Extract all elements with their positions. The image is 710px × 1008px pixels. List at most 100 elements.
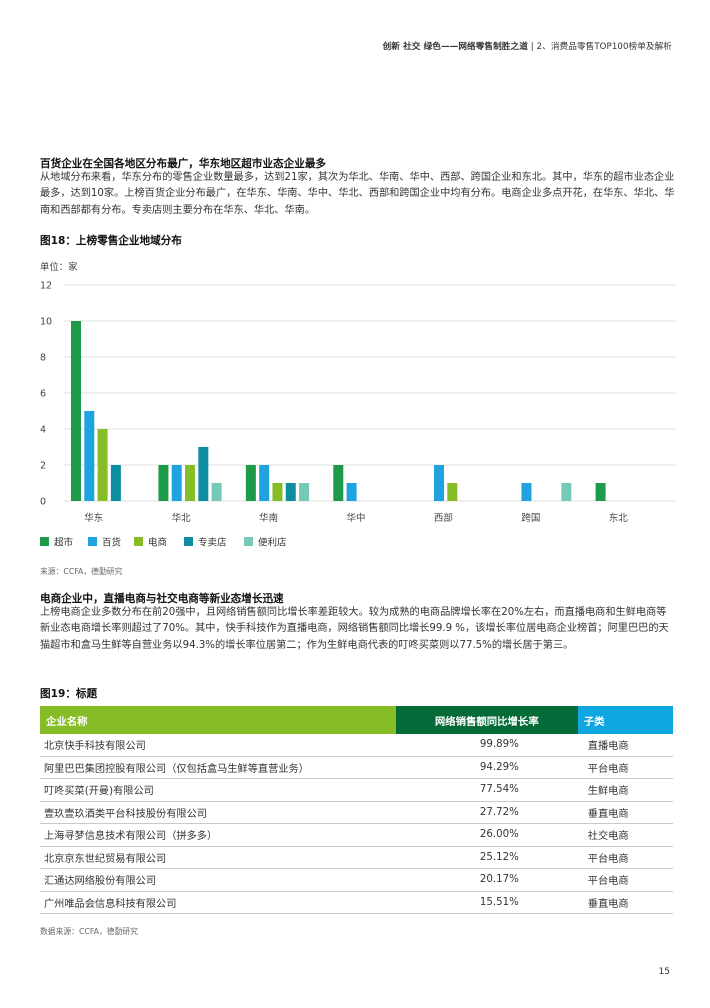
figure19-source: 数据来源：CCFA，德勤研究 [40, 927, 138, 936]
header-separator: | [530, 42, 534, 52]
bar-百货 [346, 483, 357, 501]
header-subtitle: 2、消费品零售TOP100榜单及解析 [536, 42, 672, 52]
chart-bars [71, 321, 606, 501]
section2-paragraph: 上榜电商企业多数分布在前20强中，且网络销售额同比增长率差距较大。较为成熟的电商… [40, 607, 669, 651]
chart-y-ticks: 0 2 4 6 8 10 12 [40, 281, 52, 508]
cell-growth: 25.12% [395, 846, 578, 869]
chart-legend: 超市 百货 电商 专卖店 便利店 [40, 537, 287, 549]
cell-growth: 27.72% [395, 801, 578, 824]
cell-company: 广州唯品会信息科技有限公司 [40, 891, 396, 914]
legend-label: 便利店 [258, 537, 287, 549]
cell-company: 叮咚买菜(开曼)有限公司 [40, 778, 396, 802]
y-tick-label: 0 [40, 497, 46, 508]
figure19-table: 企业名称 网络销售额同比增长率 子类 北京快手科技有限公司 99.89% 直播电商阿… [40, 706, 673, 914]
cell-company: 上海寻梦信息技术有限公司（拼多多） [40, 823, 396, 847]
figure18-title: 图18：上榜零售企业地域分布 [40, 235, 182, 247]
bar-百货 [434, 465, 445, 501]
legend-label: 专卖店 [198, 537, 227, 549]
y-tick-label: 8 [40, 353, 46, 364]
cell-subtype: 直播电商 [577, 734, 673, 757]
bar-百货 [171, 465, 182, 501]
running-header: 创新 社交 绿色——网络零售制胜之道 | 2、消费品零售TOP100榜单及解析 [383, 40, 672, 52]
table-row: 北京京东世纪贸易有限公司 25.12% 平台电商 [40, 846, 673, 869]
legend-label: 超市 [54, 537, 74, 549]
bar-便利店 [561, 483, 572, 501]
x-tick-label: 华南 [259, 512, 278, 524]
bar-便利店 [211, 483, 222, 501]
table-row: 阿里巴巴集团控股有限公司（仅包括盒马生鲜等直营业务） 94.29% 平台电商 [40, 756, 673, 779]
cell-growth: 15.51% [395, 891, 578, 914]
cell-growth: 99.89% [395, 734, 578, 757]
cell-company: 北京快手科技有限公司 [40, 734, 396, 757]
cell-company: 壹玖壹玖酒类平台科技股份有限公司 [40, 801, 396, 824]
table-row: 北京快手科技有限公司 99.89% 直播电商 [40, 734, 673, 757]
legend-label: 电商 [148, 537, 167, 549]
bar-百货 [259, 465, 270, 501]
col-header-subtype: 子类 [577, 706, 673, 734]
cell-company: 汇通达网络股份有限公司 [40, 868, 396, 892]
cell-growth: 77.54% [395, 778, 578, 802]
y-tick-label: 6 [40, 389, 46, 400]
legend-swatch [40, 537, 49, 546]
table-row: 上海寻梦信息技术有限公司（拼多多） 26.00% 社交电商 [40, 823, 673, 847]
y-tick-label: 10 [40, 317, 52, 328]
chart-gridlines [64, 284, 676, 502]
cell-growth: 94.29% [395, 756, 578, 779]
y-tick-label: 4 [40, 425, 46, 436]
table-header-row: 企业名称 网络销售额同比增长率 子类 [40, 706, 673, 734]
cell-company: 北京京东世纪贸易有限公司 [40, 846, 396, 869]
y-tick-label: 2 [40, 461, 46, 472]
bar-电商 [185, 465, 196, 501]
cell-company: 阿里巴巴集团控股有限公司（仅包括盒马生鲜等直营业务） [40, 756, 396, 779]
table-row: 叮咚买菜(开曼)有限公司 77.54% 生鲜电商 [40, 778, 673, 802]
cell-subtype: 垂直电商 [577, 891, 673, 914]
page-number: 15 [658, 967, 670, 977]
legend-swatch [134, 537, 143, 546]
bar-超市 [595, 483, 606, 501]
header-title: 创新 社交 绿色——网络零售制胜之道 [382, 42, 528, 52]
bar-超市 [333, 465, 344, 501]
cell-subtype: 垂直电商 [577, 801, 673, 824]
bar-百货 [521, 483, 532, 501]
x-tick-label: 华中 [346, 512, 365, 524]
legend-swatch [88, 537, 97, 546]
x-tick-label: 西部 [434, 512, 453, 524]
bar-百货 [84, 411, 95, 501]
cell-subtype: 生鲜电商 [577, 778, 673, 802]
chart-x-ticks: 华东 华北 华南 华中 西部 跨国 东北 [84, 512, 628, 524]
table-row: 汇通达网络股份有限公司 20.17% 平台电商 [40, 868, 673, 892]
legend-swatch [244, 537, 253, 546]
cell-subtype: 平台电商 [577, 846, 673, 869]
bar-专卖店 [285, 483, 296, 501]
col-header-company: 企业名称 [40, 706, 396, 734]
figure18-unit: 单位：家 [40, 262, 78, 273]
bar-电商 [272, 483, 283, 501]
bar-专卖店 [110, 465, 121, 501]
bar-电商 [447, 483, 458, 501]
bar-超市 [158, 465, 169, 501]
cell-subtype: 平台电商 [577, 868, 673, 892]
x-tick-label: 华东 [84, 512, 103, 524]
legend-swatch [184, 537, 193, 546]
cell-growth: 20.17% [395, 868, 578, 892]
x-tick-label: 跨国 [521, 513, 540, 524]
figure18-source: 来源：CCFA，德勤研究 [40, 567, 123, 576]
section1-paragraph: 从地域分布来看，华东分布的零售企业数量最多，达到21家，其次为华北、华南、华中、… [40, 172, 675, 216]
y-tick-label: 12 [40, 281, 52, 292]
bar-电商 [97, 429, 108, 501]
section2-heading: 电商企业中，直播电商与社交电商等新业态增长迅速 [40, 593, 284, 605]
legend-label: 百货 [102, 537, 121, 549]
table-row: 壹玖壹玖酒类平台科技股份有限公司 27.72% 垂直电商 [40, 801, 673, 824]
cell-subtype: 平台电商 [577, 756, 673, 779]
table-body: 北京快手科技有限公司 99.89% 直播电商 阿里巴巴集团控股有限公司（仅包括盒马生鲜… [40, 734, 673, 914]
x-tick-label: 东北 [609, 512, 629, 524]
x-tick-label: 华北 [172, 512, 192, 524]
figure19-title: 图19：标题 [40, 688, 98, 700]
bar-超市 [71, 321, 81, 501]
cell-growth: 26.00% [395, 823, 578, 847]
bar-专卖店 [198, 447, 209, 501]
col-header-growth: 网络销售额同比增长率 [395, 706, 578, 734]
bar-便利店 [299, 483, 310, 501]
figure18-bar-chart: 0 2 4 6 8 10 12 华东 华北 华南 华中 西部 跨国 东北 超市 百货 电商 专卖店 便利店 [40, 281, 676, 549]
section1-heading: 百货企业在全国各地区分布最广，华东地区超市业态企业最多 [40, 158, 327, 170]
